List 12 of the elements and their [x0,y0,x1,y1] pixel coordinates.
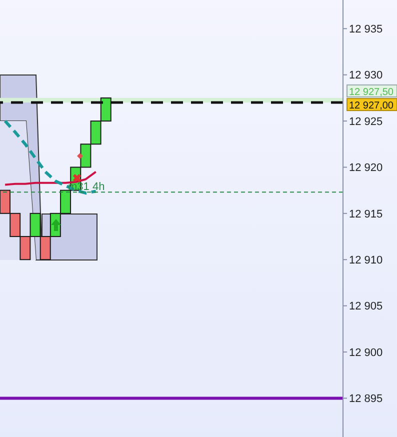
y-tick-label: 12 930 [349,70,383,82]
y-tick-label: 12 935 [349,24,383,36]
y-tick-label: 12 920 [349,162,383,174]
y-tick-label: 12 905 [349,300,383,313]
y-tick-label: 12 925 [349,116,383,128]
y-tick-label: 12 915 [349,208,383,220]
ref-line-label: m31 4h [68,181,105,194]
ref-line-label: 12 927,00 [349,100,394,112]
band-label: 12 927,50 [349,86,394,98]
y-tick-label: 12 900 [349,346,383,359]
y-tick-label: 12 910 [349,254,383,267]
y-tick-label: 12 895 [349,393,383,406]
